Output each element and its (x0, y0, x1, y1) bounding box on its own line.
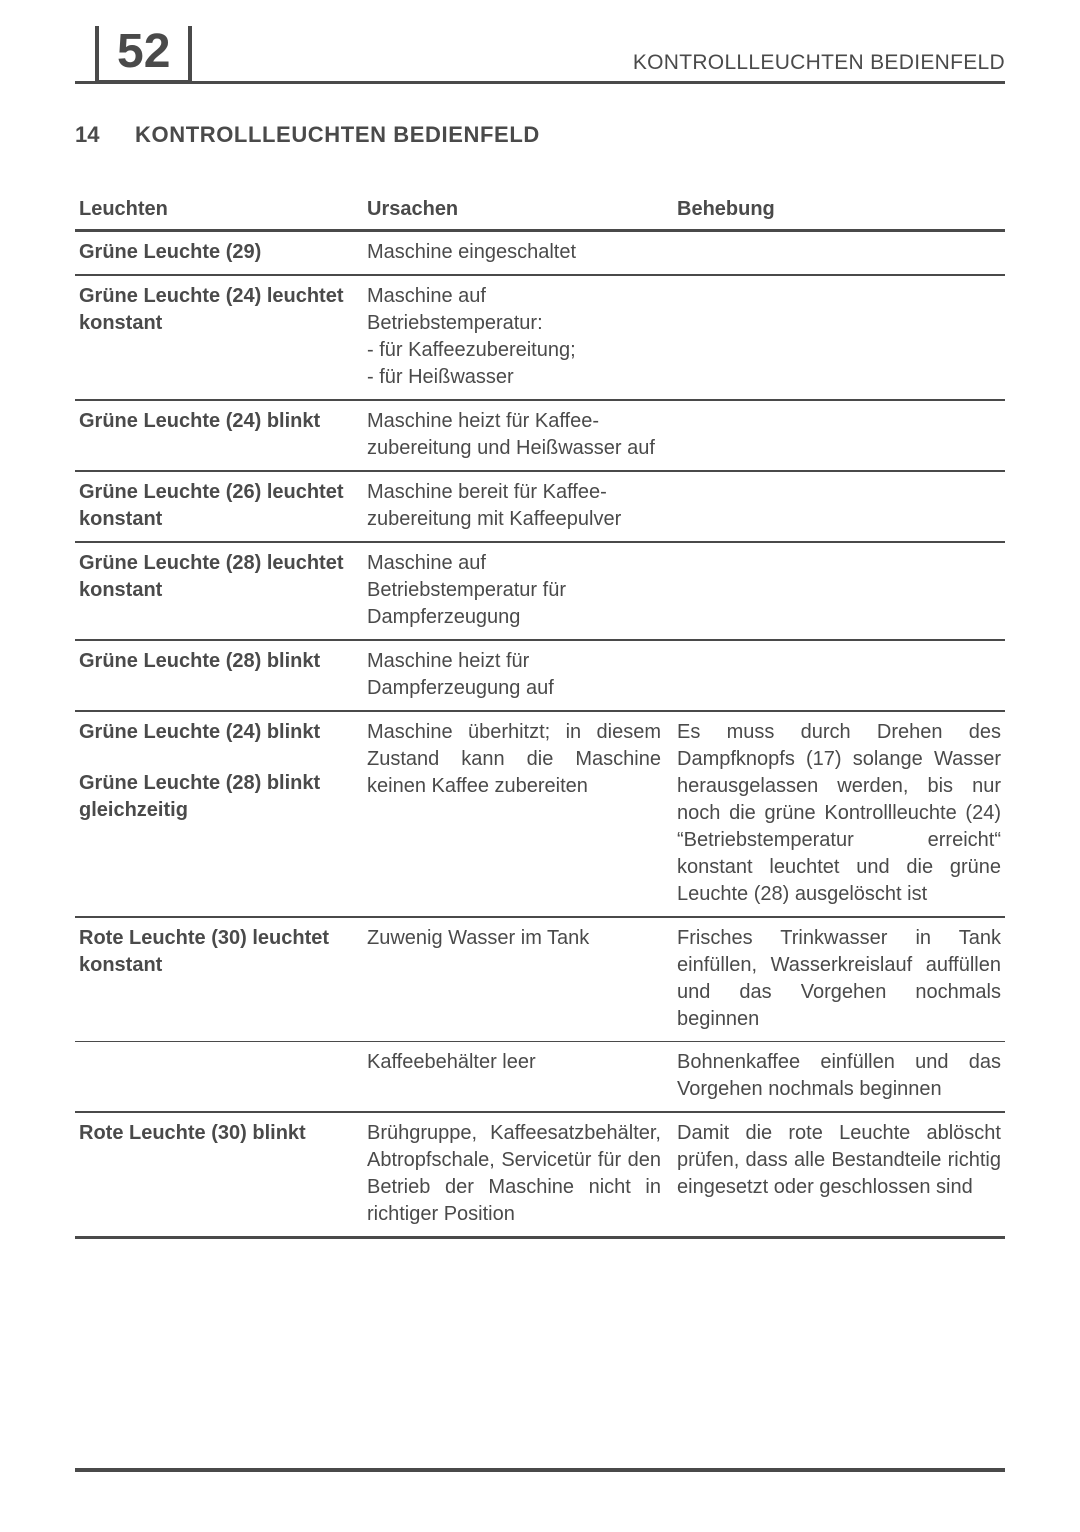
cell-ursachen: Brühgruppe, Kaffeesatzbehälter, Abtropfs… (367, 1120, 677, 1228)
cell-leuchten-line-a: Grüne Leuchte (24) blinkt (79, 721, 320, 743)
cell-behebung: Es muss durch Drehen des Dampfknopfs (17… (677, 719, 1001, 908)
cell-leuchten: Grüne Leuchte (24) blinkt (79, 408, 367, 462)
page-header: 52 KONTROLLLEUCHTEN BEDIENFELD (75, 26, 1005, 84)
cell-behebung (677, 550, 1001, 631)
table-row: Grüne Leuchte (26) leuchtet konstant Mas… (75, 472, 1005, 543)
cell-ursachen: Kaffeebehälter leer (367, 1049, 677, 1103)
cell-leuchten: Grüne Leuchte (26) leuchtet konstant (79, 479, 367, 533)
cell-ursachen: Maschine heizt für Kaffee-zubereitung un… (367, 408, 677, 462)
cell-leuchten: Grüne Leuchte (29) (79, 239, 367, 266)
cell-leuchten-line-b: Grüne Leuchte (28) blinkt gleichzeitig (79, 770, 355, 824)
cell-leuchten: Rote Leuchte (30) blinkt (79, 1120, 367, 1228)
cell-ursachen: Maschine auf Betriebstemperatur für Damp… (367, 550, 677, 631)
cell-behebung (677, 283, 1001, 391)
table-row: Grüne Leuchte (24) leuchtet konstant Mas… (75, 276, 1005, 401)
cell-ursachen: Maschine überhitzt; in diesem Zustand ka… (367, 719, 677, 908)
section-heading: 14 KONTROLLLEUCHTEN BEDIENFELD (75, 122, 1005, 148)
cell-leuchten (79, 1049, 367, 1103)
table-header-row: Leuchten Ursachen Behebung (75, 198, 1005, 232)
cell-behebung: Frisches Trinkwasser in Tank einfüllen, … (677, 925, 1001, 1033)
cell-behebung (677, 239, 1001, 266)
cell-ursachen: Maschine heizt für Dampferzeugung auf (367, 648, 677, 702)
cell-leuchten: Grüne Leuchte (28) leuchtet konstant (79, 550, 367, 631)
cell-ursachen: Maschine auf Betriebstemperatur: - für K… (367, 283, 677, 391)
table-row: Rote Leuchte (30) blinkt Brühgruppe, Kaf… (75, 1113, 1005, 1239)
indicator-lights-table: Leuchten Ursachen Behebung Grüne Leuchte… (75, 198, 1005, 1239)
column-header-ursachen: Ursachen (367, 198, 677, 221)
table-row: Rote Leuchte (30) leuchtet konstant Zuwe… (75, 918, 1005, 1042)
table-row: Kaffeebehälter leer Bohnenkaffee einfüll… (75, 1042, 1005, 1113)
table-row: Grüne Leuchte (24) blinkt Grüne Leuchte … (75, 712, 1005, 918)
cell-behebung (677, 408, 1001, 462)
page-number: 52 (117, 28, 170, 76)
cell-ursachen: Maschine bereit für Kaffee-zubereitung m… (367, 479, 677, 533)
section-title: KONTROLLLEUCHTEN BEDIENFELD (135, 122, 540, 148)
section-number: 14 (75, 122, 135, 148)
cell-ursachen: Zuwenig Wasser im Tank (367, 925, 677, 1033)
column-header-behebung: Behebung (677, 198, 1001, 221)
page-number-box: 52 (95, 26, 192, 84)
header-title: KONTROLLLEUCHTEN BEDIENFELD (192, 51, 1005, 81)
cell-behebung: Damit die rote Leuchte ablöscht prüfen, … (677, 1120, 1001, 1228)
cell-behebung (677, 648, 1001, 702)
cell-ursachen: Maschine eingeschaltet (367, 239, 677, 266)
table-row: Grüne Leuchte (24) blinkt Maschine heizt… (75, 401, 1005, 472)
cell-behebung: Bohnenkaffee einfüllen und das Vorgehen … (677, 1049, 1001, 1103)
table-row: Grüne Leuchte (28) blinkt Maschine heizt… (75, 641, 1005, 712)
column-header-leuchten: Leuchten (79, 198, 367, 221)
cell-leuchten: Rote Leuchte (30) leuchtet konstant (79, 925, 367, 1033)
document-page: 52 KONTROLLLEUCHTEN BEDIENFELD 14 KONTRO… (0, 0, 1080, 1239)
cell-leuchten: Grüne Leuchte (24) leuchtet konstant (79, 283, 367, 391)
footer-rule (75, 1468, 1005, 1472)
table-row: Grüne Leuchte (29) Maschine eingeschalte… (75, 232, 1005, 276)
table-row: Grüne Leuchte (28) leuchtet konstant Mas… (75, 543, 1005, 641)
cell-behebung (677, 479, 1001, 533)
cell-leuchten: Grüne Leuchte (24) blinkt Grüne Leuchte … (79, 719, 367, 908)
cell-leuchten: Grüne Leuchte (28) blinkt (79, 648, 367, 702)
